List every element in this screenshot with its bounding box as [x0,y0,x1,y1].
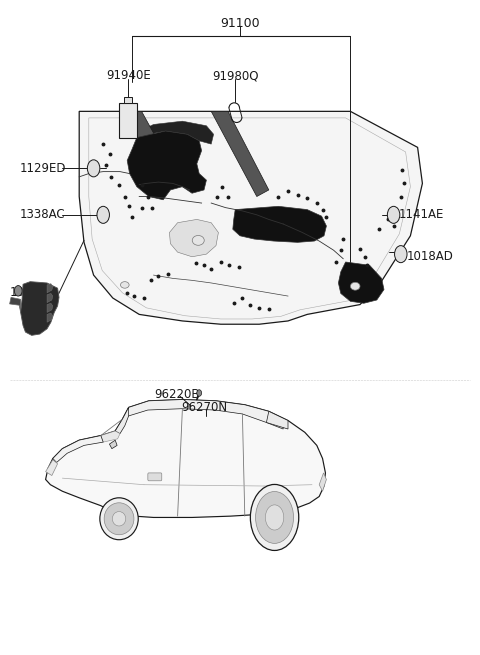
Text: 91940E: 91940E [106,69,151,83]
Polygon shape [101,431,120,442]
FancyBboxPatch shape [124,97,132,103]
Polygon shape [127,131,206,200]
Polygon shape [144,121,214,144]
Polygon shape [266,411,288,429]
Polygon shape [53,436,103,462]
FancyBboxPatch shape [119,103,137,138]
Text: 91980Q: 91980Q [212,69,258,83]
Polygon shape [47,313,53,322]
Polygon shape [21,282,59,335]
Polygon shape [47,303,53,312]
Polygon shape [47,284,53,293]
Polygon shape [46,460,58,476]
Text: 1338AC: 1338AC [19,208,65,221]
Polygon shape [122,400,283,429]
Circle shape [197,390,202,396]
Polygon shape [79,111,422,324]
Ellipse shape [265,505,284,530]
Ellipse shape [112,512,126,526]
Polygon shape [109,440,117,449]
FancyBboxPatch shape [148,473,162,481]
Ellipse shape [251,485,299,550]
Polygon shape [47,293,53,303]
Text: 96220B: 96220B [154,388,199,401]
Polygon shape [169,219,218,257]
Polygon shape [233,206,326,242]
Ellipse shape [120,282,129,288]
Text: 1129ED: 1129ED [19,162,66,175]
Polygon shape [338,262,384,303]
Text: 91100: 91100 [220,17,260,30]
Ellipse shape [192,235,204,246]
Polygon shape [319,473,326,491]
Polygon shape [10,297,21,312]
Circle shape [14,286,22,296]
Ellipse shape [255,491,294,544]
Text: 1018AD: 1018AD [407,250,454,263]
Ellipse shape [350,282,360,290]
Polygon shape [46,400,325,517]
Circle shape [87,160,100,177]
Polygon shape [122,111,178,187]
Text: 1338AC: 1338AC [10,286,55,299]
Ellipse shape [100,498,138,540]
Polygon shape [115,407,129,434]
Polygon shape [211,111,269,196]
Text: 1141AE: 1141AE [398,208,444,221]
Ellipse shape [104,503,134,534]
Circle shape [387,206,400,223]
Circle shape [97,206,109,223]
Text: 96270N: 96270N [181,401,227,414]
Circle shape [395,246,407,263]
